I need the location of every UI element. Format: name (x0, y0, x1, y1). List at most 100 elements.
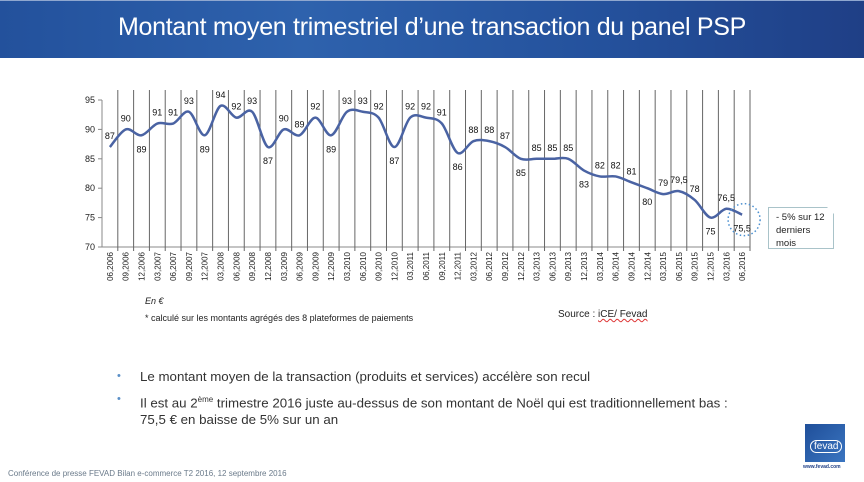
data-label: 81 (626, 166, 636, 176)
data-label: 88 (468, 125, 478, 135)
x-tick-label: 12,2006 (138, 251, 147, 280)
x-tick-label: 06,2010 (359, 251, 368, 280)
data-label: 79,5 (670, 175, 688, 185)
data-label: 88 (484, 125, 494, 135)
logo-url: www.fevad.com (803, 464, 841, 470)
bullet-item: • Il est au 2ème trimestre 2016 juste au-… (115, 391, 735, 428)
x-tick-label: 03,2010 (343, 251, 352, 280)
x-tick-label: 09,2006 (122, 251, 131, 280)
data-label: 86 (453, 162, 463, 172)
data-label: 85 (547, 143, 557, 153)
data-label: 78 (690, 184, 700, 194)
slide-header: Montant moyen trimestriel d’une transact… (0, 0, 864, 58)
x-tick-label: 12,2013 (580, 251, 589, 280)
x-tick-label: 09,2010 (375, 251, 384, 280)
y-tick-label: 90 (85, 124, 95, 134)
x-tick-label: 03,2012 (469, 251, 478, 280)
x-tick-label: 12,2010 (390, 251, 399, 280)
callout-line1: - 5% sur 12 (776, 212, 825, 223)
data-label: 91 (168, 108, 178, 118)
x-tick-label: 06,2007 (169, 251, 178, 280)
x-tick-label: 12,2015 (706, 251, 715, 280)
x-tick-label: 06,2011 (422, 251, 431, 280)
data-label: 93 (247, 96, 257, 106)
data-label: 89 (295, 119, 305, 129)
x-tick-label: 03,2013 (533, 251, 542, 280)
data-label: 92 (310, 102, 320, 112)
data-label: 93 (342, 96, 352, 106)
bullet-item: • Le montant moyen de la transaction (pro… (115, 368, 735, 385)
data-label: 75 (705, 227, 715, 237)
x-tick-label: 09,2007 (185, 251, 194, 280)
x-tick-label: 06,2016 (738, 251, 747, 280)
data-label: 90 (279, 113, 289, 123)
x-tick-label: 12,2009 (327, 251, 336, 280)
x-tick-label: 06,2012 (485, 251, 494, 280)
data-label: 87 (500, 131, 510, 141)
line-chart: 70 75 80 85 90 95 06,2006 09,2006 12,2006 03,2007… (85, 90, 761, 281)
data-label: 85 (563, 143, 573, 153)
series-line (108, 104, 743, 219)
x-tick-label: 06,2014 (612, 251, 621, 280)
bullet-icon: • (117, 393, 121, 405)
data-label: 85 (532, 143, 542, 153)
x-tick-label: 03,2008 (217, 251, 226, 280)
y-tick-label: 95 (85, 95, 95, 105)
x-tick-label: 03,2011 (406, 251, 415, 280)
data-label: 87 (389, 156, 399, 166)
bullet-list: • Le montant moyen de la transaction (pro… (115, 368, 735, 434)
data-label: 92 (374, 102, 384, 112)
x-tick-label: 09,2011 (438, 251, 447, 280)
data-label: 92 (405, 102, 415, 112)
bullet-text-post: trimestre 2016 juste au-dessus de son mo… (140, 395, 728, 428)
data-label: 82 (611, 160, 621, 170)
source-note: Source : iCE/ Fevad (558, 309, 648, 320)
x-tick-label: 06,2006 (106, 251, 115, 280)
unit-note: En € (145, 296, 164, 306)
logo-text: fevad (810, 440, 843, 453)
x-tick-label: 09,2008 (248, 251, 257, 280)
data-label: 80 (642, 197, 652, 207)
data-label: 93 (358, 96, 368, 106)
footnote: * calculé sur les montants agrégés des 8… (145, 313, 414, 323)
slide-title: Montant moyen trimestriel d’une transact… (118, 13, 746, 41)
x-tick-label: 12,2011 (454, 251, 463, 280)
data-label: 76,5 (718, 193, 736, 203)
x-tick-label: 09,2009 (311, 251, 320, 280)
x-tick-label: 06,2009 (296, 251, 305, 280)
data-label: 79 (658, 178, 668, 188)
x-tick-label: 06,2015 (675, 251, 684, 280)
bullet-text: Le montant moyen de la transaction (prod… (140, 369, 591, 384)
data-label: 85 (516, 168, 526, 178)
y-tick-label: 70 (85, 242, 95, 252)
y-tick-label: 75 (85, 213, 95, 223)
y-tick-label: 85 (85, 154, 95, 164)
x-tick-label: 09,2014 (627, 251, 636, 280)
footer-text: Conférence de presse FEVAD Bilan e-comme… (8, 469, 287, 478)
x-tick-label: 03,2009 (280, 251, 289, 280)
data-label: 91 (152, 108, 162, 118)
data-label: 93 (184, 96, 194, 106)
x-tick-label: 09,2012 (501, 251, 510, 280)
data-label: 92 (421, 102, 431, 112)
callout-line2: derniers mois (776, 225, 811, 249)
x-tick-label: 03,2015 (659, 251, 668, 280)
data-label: 89 (326, 144, 336, 154)
data-label: 89 (200, 144, 210, 154)
highlight-circle (727, 202, 761, 237)
data-label: 82 (595, 160, 605, 170)
data-label: 91 (437, 108, 447, 118)
fevad-logo: fevad (805, 424, 845, 462)
x-tick-label: 03,2016 (722, 251, 731, 280)
x-tick-label: 09,2013 (564, 251, 573, 280)
y-tick-label: 80 (85, 183, 95, 193)
data-label: 83 (579, 180, 589, 190)
bullet-icon: • (117, 370, 121, 382)
source-name: iCE/ Fevad (598, 309, 648, 320)
data-label: 94 (216, 90, 226, 100)
x-tick-label: 06,2008 (232, 251, 241, 280)
x-tick-label: 12,2007 (201, 251, 210, 280)
source-prefix: Source : (558, 309, 599, 320)
data-label: 90 (121, 113, 131, 123)
x-tick-label: 03,2007 (153, 251, 162, 280)
